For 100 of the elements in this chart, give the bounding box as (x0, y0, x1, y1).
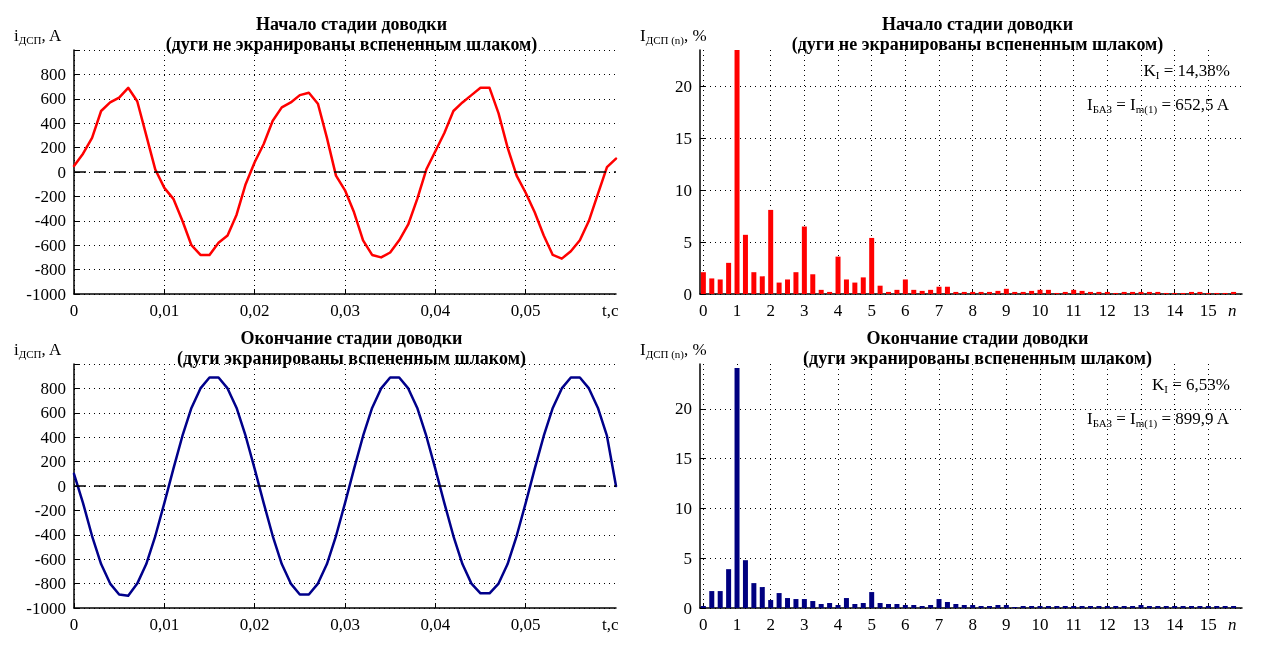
bar (1096, 291, 1102, 294)
bar (835, 256, 841, 294)
bar (852, 604, 858, 608)
y-tick-label: -800 (34, 574, 66, 594)
chart-title: Окончание стадии доводки (866, 328, 1089, 348)
y-tick-label: 400 (40, 427, 66, 447)
x-tick-label: 6 (901, 301, 910, 320)
bar (1088, 291, 1094, 294)
bar (961, 605, 967, 608)
bar (1189, 291, 1194, 294)
x-tick-label: 15 (1199, 301, 1217, 320)
y-tick-label: 5 (683, 548, 692, 568)
bar (776, 282, 782, 294)
bar (1045, 289, 1051, 294)
x-tick-label: 0,05 (510, 301, 541, 320)
bar (953, 291, 959, 294)
chart-subtitle: (дуги не экранированы вспененным шлаком) (791, 34, 1164, 55)
x-tick-label: 2 (766, 301, 775, 320)
y-tick-label: 15 (675, 449, 692, 469)
bar (1146, 291, 1152, 294)
bar (911, 289, 917, 294)
x-tick-label: 1 (732, 615, 742, 634)
bar (1029, 290, 1035, 294)
bar (877, 285, 883, 294)
bar (877, 603, 883, 608)
bar (843, 598, 849, 608)
y-tick-label: 10 (675, 180, 692, 200)
bar (1062, 291, 1068, 294)
y-tick-label: 10 (675, 498, 692, 518)
x-tick-label: 0,02 (239, 301, 270, 320)
chart-subtitle: (дуги экранированы вспененным шлаком) (177, 348, 526, 369)
x-axis-title: n (1228, 615, 1237, 634)
y-tick-label: -600 (34, 235, 66, 255)
bar (709, 591, 715, 608)
x-axis-title: t,c (602, 615, 619, 634)
bar (759, 276, 765, 294)
bar (734, 367, 740, 608)
x-axis-title: t,c (602, 301, 619, 320)
bar (1121, 291, 1127, 294)
y-tick-label: -800 (34, 260, 66, 280)
y-tick-label: -400 (34, 211, 66, 231)
bar (843, 279, 849, 294)
y-tick-label: 15 (675, 128, 692, 148)
bar (886, 291, 892, 294)
bar (1231, 291, 1237, 294)
x-tick-label: 5 (867, 301, 876, 320)
x-tick-label: 0,03 (330, 301, 360, 320)
x-tick-label: 4 (833, 615, 843, 634)
x-tick-label: 6 (901, 615, 910, 634)
bar (860, 277, 866, 294)
bar (751, 272, 757, 294)
y-tick-label: -1000 (26, 284, 66, 304)
bar (928, 605, 934, 608)
x-tick-label: 4 (833, 301, 843, 320)
bar (902, 279, 908, 294)
chart-title: Начало стадии доводки (255, 14, 448, 34)
bar (717, 279, 723, 294)
bar (995, 290, 1001, 294)
x-tick-label: 12 (1098, 301, 1116, 320)
bar (827, 291, 833, 294)
line-series (72, 376, 618, 598)
x-tick-label: 0,04 (420, 615, 451, 634)
x-tick-label: 0 (69, 301, 79, 320)
bar (1012, 291, 1018, 294)
bar (726, 262, 732, 294)
bar (1197, 291, 1203, 294)
y-tick-label: 0 (683, 598, 692, 618)
bar (827, 603, 833, 608)
x-tick-label: 15 (1199, 615, 1217, 634)
y-tick-label: -1000 (26, 598, 66, 618)
line-series (72, 86, 618, 260)
bar (978, 291, 984, 294)
x-tick-label: 2 (766, 615, 775, 634)
x-tick-label: 14 (1166, 301, 1184, 320)
bar (793, 599, 799, 608)
x-tick-label: 5 (867, 615, 876, 634)
bar (919, 290, 925, 294)
x-tick-label: 9 (1002, 301, 1011, 320)
chart-title: Окончание стадии доводки (240, 328, 463, 348)
y-tick-label: -600 (34, 549, 66, 569)
bar (852, 282, 858, 294)
bar (886, 604, 892, 608)
y-tick-label: 5 (683, 232, 692, 252)
x-tick-label: 14 (1166, 615, 1184, 634)
bar (869, 237, 875, 294)
y-tick-label: 600 (40, 403, 66, 423)
bar (995, 605, 1001, 608)
y-tick-label: 0 (683, 284, 692, 304)
y-tick-label: -400 (34, 525, 66, 545)
x-tick-label: 7 (934, 615, 944, 634)
y-tick-label: -200 (34, 500, 66, 520)
x-tick-label: 0 (699, 301, 708, 320)
bar (742, 560, 748, 608)
x-tick-label: 0,05 (510, 615, 541, 634)
bar (1020, 291, 1026, 294)
bar (911, 605, 917, 608)
y-tick-label: 20 (675, 399, 692, 419)
x-tick-label: 3 (800, 615, 809, 634)
chart-subtitle: (дуги не экранированы вспененным шлаком) (165, 34, 538, 55)
bar (860, 603, 866, 608)
